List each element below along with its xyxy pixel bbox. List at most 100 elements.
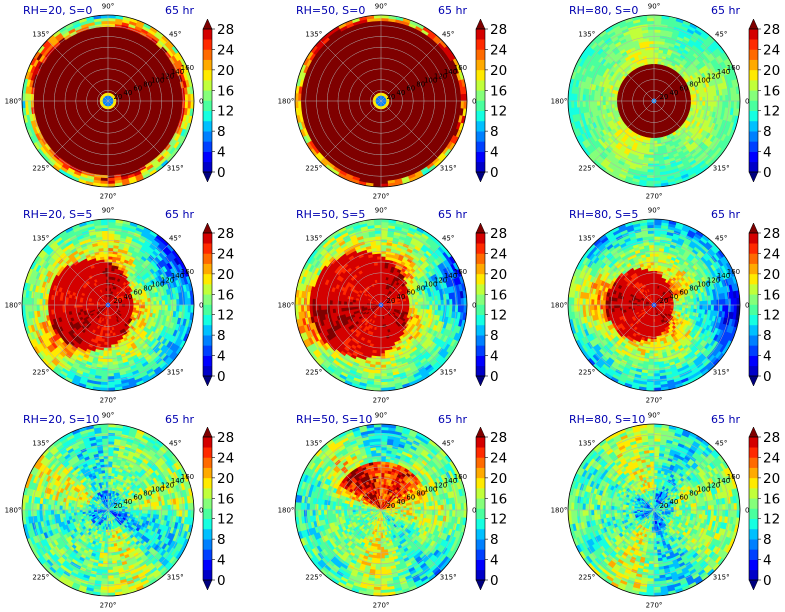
contour-cell <box>107 54 113 59</box>
panel-time-label: 65 hr <box>438 4 467 17</box>
contour-cell <box>377 132 382 136</box>
contour-cell <box>380 60 385 65</box>
radial-tick-label: 160 <box>454 64 467 72</box>
colorbar-segment <box>203 69 212 81</box>
colorbar-segment <box>203 80 212 91</box>
colorbar-tick-label: 8 <box>217 124 226 140</box>
contour-cell <box>417 100 422 105</box>
contour-cell <box>670 100 675 104</box>
contour-cell <box>105 123 109 128</box>
contour-cell <box>150 100 155 106</box>
contour-cell <box>352 98 356 102</box>
angle-tick-label: 135° <box>32 30 49 38</box>
contour-cell <box>107 74 111 79</box>
radial-tick-label: 20 <box>113 93 122 101</box>
panel-time-label: 65 hr <box>165 4 194 17</box>
contour-cell <box>130 100 135 104</box>
colorbar-tick-label: 16 <box>217 83 234 99</box>
radial-tick-label: 20 <box>386 93 395 101</box>
contour-cell <box>64 96 69 102</box>
contour-cell <box>406 100 410 104</box>
colorbar-segment <box>203 161 212 173</box>
colorbar-segment <box>203 100 212 112</box>
angle-tick-label: 315° <box>167 165 184 173</box>
colorbar-tick-label: 20 <box>490 63 507 79</box>
contour-cell <box>380 140 386 145</box>
contour-cell <box>107 57 113 62</box>
colorbar-tick-label: 16 <box>490 83 507 99</box>
contour-cell <box>380 72 384 76</box>
colorbar-tick-label: 24 <box>490 42 507 58</box>
contour-cell <box>412 100 416 105</box>
colorbar-segment <box>476 110 485 122</box>
panel-title: RH=50, S=0 <box>296 4 365 17</box>
contour-cell <box>107 72 111 76</box>
contour-cell <box>150 96 155 102</box>
colorbar-tick-label: 20 <box>217 63 234 79</box>
contour-cell <box>377 129 382 133</box>
colorbar-segment <box>476 131 485 142</box>
contour-cell <box>67 100 72 105</box>
contour-cell <box>337 96 342 102</box>
contour-cell <box>73 97 77 102</box>
contour-cell <box>380 54 386 59</box>
contour-cell <box>409 100 413 105</box>
colorbar-segment <box>476 120 485 132</box>
panel-title: RH=20, S=0 <box>23 4 92 17</box>
contour-cell <box>144 97 149 102</box>
contour-cell <box>377 137 382 142</box>
contour-cell <box>420 96 425 102</box>
colorbar-tick-label: 0 <box>490 165 499 181</box>
colorbar-segment <box>203 110 212 122</box>
contour-cell <box>107 63 112 68</box>
angle-tick-label: 270° <box>100 193 117 201</box>
colorbar-tick-label: 24 <box>217 42 234 58</box>
colorbar-tick-label: 12 <box>490 104 507 120</box>
colorbar-segment <box>203 141 212 152</box>
contour-cell <box>337 100 342 106</box>
contour-cell <box>380 63 385 68</box>
contour-cell <box>346 97 350 102</box>
contour-cell <box>104 60 109 65</box>
colorbar-segment <box>476 141 485 152</box>
contour-cell <box>103 54 109 59</box>
angle-tick-label: 180° <box>5 98 22 106</box>
radial-tick-label: 160 <box>181 64 194 72</box>
colorbar-segment <box>476 100 485 112</box>
contour-cell <box>423 100 428 106</box>
contour-cell <box>380 143 386 148</box>
radial-tick-label: 60 <box>133 85 142 93</box>
colorbar-segment <box>203 29 212 40</box>
contour-cell <box>61 96 66 102</box>
contour-cell <box>354 98 359 102</box>
contour-cell <box>107 143 113 148</box>
contour-cell <box>64 100 69 106</box>
contour-cell <box>334 100 339 106</box>
contour-cell <box>340 97 345 102</box>
colorbar-segment <box>203 39 212 50</box>
colorbar-segment <box>476 59 485 71</box>
contour-cell <box>414 100 419 105</box>
contour-cell <box>133 100 137 104</box>
contour-cell <box>104 134 109 139</box>
contour-cell <box>76 97 80 102</box>
contour-cell <box>403 100 408 104</box>
colorbar-segment <box>203 131 212 142</box>
angle-tick-label: 90° <box>102 3 114 11</box>
colorbar-tick-label: 4 <box>490 145 499 161</box>
contour-cell <box>104 137 109 142</box>
angle-tick-label: 225° <box>32 165 49 173</box>
contour-cell <box>141 100 146 105</box>
contour-cell <box>380 69 385 73</box>
contour-cell <box>380 57 386 62</box>
contour-cell <box>334 96 339 102</box>
colorbar-tick-label: 0 <box>217 165 226 181</box>
colorbar-segment <box>476 80 485 91</box>
angle-tick-label: 45° <box>169 30 181 38</box>
contour-cell <box>377 60 382 65</box>
contour-cell <box>139 100 143 105</box>
contour-cell <box>103 143 109 148</box>
colorbar-segment <box>476 69 485 81</box>
